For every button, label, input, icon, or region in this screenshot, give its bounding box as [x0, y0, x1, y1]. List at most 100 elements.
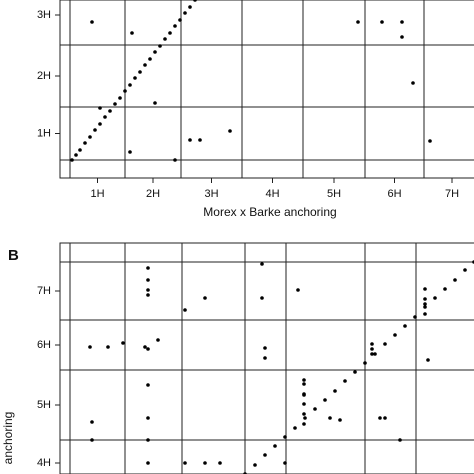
y-tick-label: 7H [37, 285, 51, 297]
data-point [443, 287, 447, 291]
data-point [153, 101, 157, 105]
y-tick-label: 6H [37, 339, 51, 351]
data-point [423, 302, 427, 306]
data-point [203, 461, 207, 465]
data-point [253, 463, 257, 467]
x-axis-label: Morex x Barke anchoring [203, 205, 336, 219]
data-point [263, 346, 267, 350]
data-point [133, 76, 137, 80]
data-point [370, 352, 374, 356]
data-point [70, 158, 74, 162]
x-tick-label: 6H [387, 188, 401, 200]
data-point [380, 20, 384, 24]
data-point [106, 345, 110, 349]
data-point [146, 288, 150, 292]
data-point [153, 50, 157, 54]
y-tick-label: 5H [37, 399, 51, 411]
data-point [146, 461, 150, 465]
data-point [121, 341, 125, 345]
data-point [178, 18, 182, 22]
data-point [423, 287, 427, 291]
data-point [183, 11, 187, 15]
data-point [353, 370, 357, 374]
data-point [260, 296, 264, 300]
y-tick-label: 4H [37, 457, 51, 469]
data-point [373, 352, 377, 356]
data-point [302, 402, 306, 406]
data-point [273, 444, 277, 448]
data-point [146, 293, 150, 297]
data-point [130, 31, 134, 35]
data-point [423, 305, 427, 309]
data-point [293, 426, 297, 430]
data-point [143, 63, 147, 67]
data-point [302, 378, 306, 382]
data-point [146, 266, 150, 270]
data-point [411, 81, 415, 85]
data-point [108, 109, 112, 113]
data-point [363, 361, 367, 365]
data-point [302, 412, 306, 416]
data-point [88, 345, 92, 349]
data-point [428, 139, 432, 143]
data-point [302, 382, 306, 386]
data-point [260, 262, 264, 266]
data-point [183, 308, 187, 312]
data-point [90, 420, 94, 424]
data-point [148, 57, 152, 61]
data-point [403, 324, 407, 328]
data-point [453, 278, 457, 282]
x-tick-label: 7H [445, 188, 459, 200]
data-point [128, 150, 132, 154]
data-point [426, 358, 430, 362]
data-point [173, 158, 177, 162]
data-point [378, 416, 382, 420]
x-tick-label: 4H [265, 188, 279, 200]
data-point [103, 115, 107, 119]
data-point [228, 129, 232, 133]
data-point [218, 461, 222, 465]
data-point [400, 35, 404, 39]
data-point [146, 438, 150, 442]
data-point [74, 153, 78, 157]
data-point [146, 278, 150, 282]
data-point [370, 342, 374, 346]
data-point [146, 347, 150, 351]
data-point [83, 141, 87, 145]
data-point [400, 20, 404, 24]
data-point [93, 128, 97, 132]
data-point [78, 148, 82, 152]
y-tick-label: 2H [37, 70, 51, 82]
data-point [263, 356, 267, 360]
x-tick-label: 5H [327, 188, 341, 200]
data-point [163, 37, 167, 41]
data-point [203, 296, 207, 300]
data-point [168, 31, 172, 35]
data-point [302, 422, 306, 426]
data-point [303, 416, 307, 420]
data-point [138, 70, 142, 74]
data-point [333, 389, 337, 393]
x-tick-label: 1H [90, 188, 104, 200]
y-tick-label: 3H [37, 9, 51, 21]
data-point [118, 96, 122, 100]
data-point [423, 312, 427, 316]
data-point [413, 315, 417, 319]
data-point [323, 398, 327, 402]
data-point [90, 438, 94, 442]
data-point [283, 435, 287, 439]
data-point [463, 268, 467, 272]
data-point [356, 20, 360, 24]
data-point [146, 383, 150, 387]
data-point [283, 461, 287, 465]
data-point [183, 461, 187, 465]
data-point [328, 416, 332, 420]
y-axis-label: anchoring [1, 412, 15, 465]
data-point [123, 89, 127, 93]
x-tick-label: 3H [204, 188, 218, 200]
data-point [338, 418, 342, 422]
data-point [423, 297, 427, 301]
data-point [296, 288, 300, 292]
data-point [193, 0, 197, 2]
